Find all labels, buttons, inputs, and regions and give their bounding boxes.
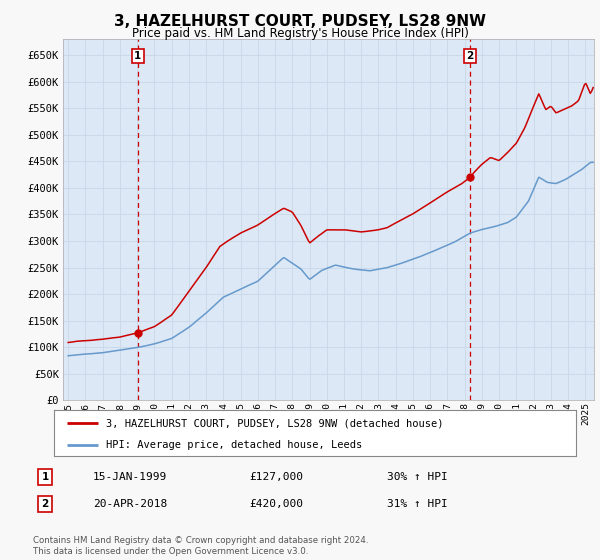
Text: 30% ↑ HPI: 30% ↑ HPI — [387, 472, 448, 482]
Text: 1: 1 — [41, 472, 49, 482]
Text: 1: 1 — [134, 51, 142, 61]
Text: HPI: Average price, detached house, Leeds: HPI: Average price, detached house, Leed… — [106, 440, 362, 450]
Text: 2: 2 — [466, 51, 473, 61]
Text: £127,000: £127,000 — [249, 472, 303, 482]
Text: 20-APR-2018: 20-APR-2018 — [93, 499, 167, 509]
Text: £420,000: £420,000 — [249, 499, 303, 509]
Text: 15-JAN-1999: 15-JAN-1999 — [93, 472, 167, 482]
Text: 3, HAZELHURST COURT, PUDSEY, LS28 9NW: 3, HAZELHURST COURT, PUDSEY, LS28 9NW — [114, 14, 486, 29]
Text: 2: 2 — [41, 499, 49, 509]
Text: Price paid vs. HM Land Registry's House Price Index (HPI): Price paid vs. HM Land Registry's House … — [131, 27, 469, 40]
Text: Contains HM Land Registry data © Crown copyright and database right 2024.
This d: Contains HM Land Registry data © Crown c… — [33, 536, 368, 556]
Text: 3, HAZELHURST COURT, PUDSEY, LS28 9NW (detached house): 3, HAZELHURST COURT, PUDSEY, LS28 9NW (d… — [106, 418, 444, 428]
Text: 31% ↑ HPI: 31% ↑ HPI — [387, 499, 448, 509]
